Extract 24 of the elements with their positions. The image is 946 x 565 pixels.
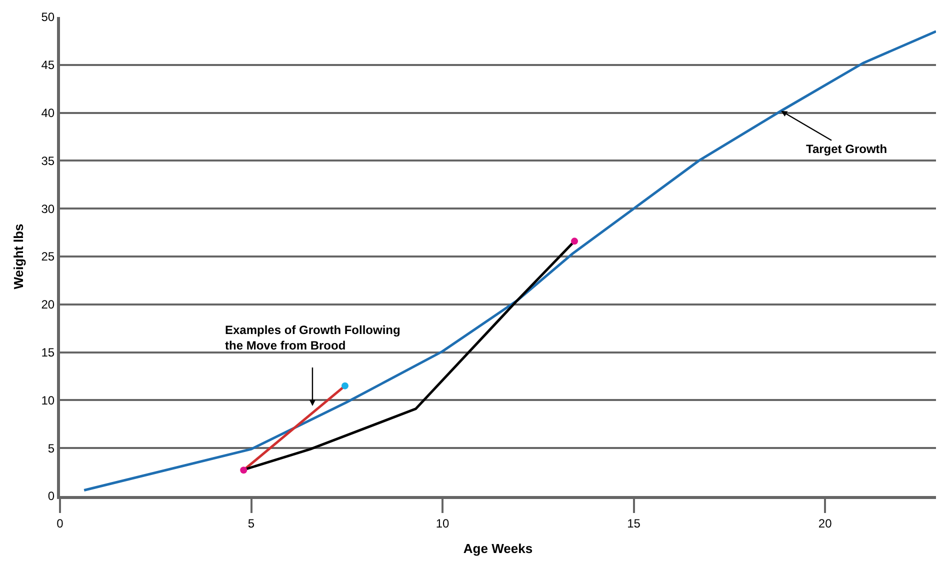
y-tick-label: 40 [41, 106, 55, 120]
y-tick-label: 45 [41, 58, 55, 72]
annotation: Examples of Growth Following the Move from Brood [225, 323, 400, 353]
x-tick-label: 20 [818, 516, 832, 530]
y-tick-label: 30 [41, 202, 55, 216]
point [341, 382, 348, 390]
y-tick-label: 20 [41, 298, 55, 312]
annotation: Target Growth [806, 142, 888, 156]
y-tick-label: 0 [48, 489, 55, 504]
y-tick-label: 10 [41, 393, 55, 408]
point [571, 238, 578, 245]
line-series [82, 30, 936, 492]
y-axis-title: Weight lbs [11, 224, 26, 290]
y-tick-label: 5 [48, 441, 55, 456]
x-tick-label: 0 [56, 516, 64, 530]
y-tick-label: 15 [41, 346, 55, 360]
x-axis-title: Age Weeks [463, 541, 533, 556]
point [240, 466, 248, 474]
y-tick-label: 25 [41, 250, 55, 264]
x-tick-label: 5 [248, 516, 255, 530]
y-tick-label: 35 [41, 154, 55, 168]
x-tick-label: 15 [627, 516, 641, 530]
y-tick-label: 50 [41, 10, 55, 24]
x-tick-label: 10 [436, 516, 450, 530]
